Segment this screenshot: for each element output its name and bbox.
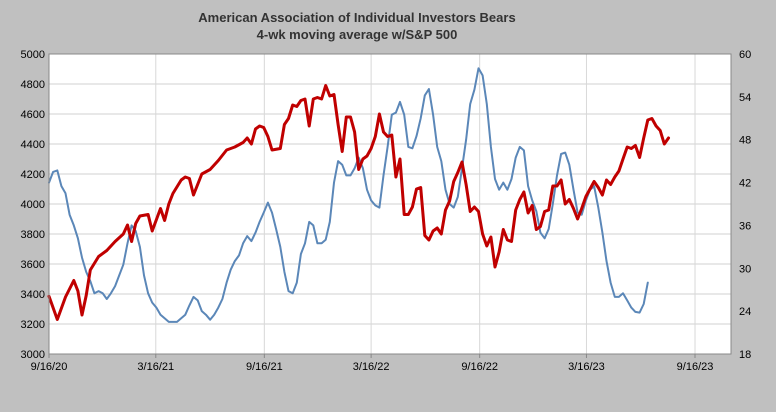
- y-left-tick-label: 4000: [21, 199, 45, 211]
- chart-subtitle: 4-wk moving average w/S&P 500: [257, 27, 458, 42]
- y-left-tick-label: 3200: [21, 319, 45, 331]
- x-tick-label: 9/16/23: [677, 361, 714, 373]
- chart-title: American Association of Individual Inves…: [198, 10, 515, 25]
- y-right-tick-label: 48: [739, 135, 751, 147]
- y-right-tick-label: 30: [739, 263, 751, 275]
- y-right-tick-label: 18: [739, 349, 751, 361]
- y-left-tick-label: 3000: [21, 349, 45, 361]
- y-right-tick-label: 54: [739, 92, 751, 104]
- x-tick-label: 3/16/23: [568, 361, 605, 373]
- y-right-tick-label: 36: [739, 220, 751, 232]
- y-left-tick-label: 3600: [21, 259, 45, 271]
- y-left-tick-label: 5000: [21, 49, 45, 61]
- left-axis: 3000 3200 3400 3600 3800 4000 4200 4400 4600 4800…: [21, 49, 45, 361]
- x-tick-label: 9/16/21: [246, 361, 283, 373]
- y-right-tick-label: 42: [739, 178, 751, 190]
- y-right-tick-label: 60: [739, 49, 751, 61]
- series-group: [47, 67, 670, 323]
- bears-series-line: [48, 67, 649, 323]
- sp500-series-line: [47, 84, 670, 321]
- y-left-tick-label: 3400: [21, 289, 45, 301]
- y-left-tick-label: 4200: [21, 169, 45, 181]
- x-tick-label: 3/16/22: [353, 361, 390, 373]
- x-tick-label: 9/16/20: [31, 361, 68, 373]
- plot-frame: [48, 53, 732, 355]
- y-left-tick-label: 4800: [21, 79, 45, 91]
- right-axis: 18 24 30 36 42 48 54 60: [739, 49, 751, 361]
- y-left-tick-label: 4600: [21, 109, 45, 121]
- x-tick-label: 3/16/21: [137, 361, 174, 373]
- y-right-tick-label: 24: [739, 306, 751, 318]
- x-axis: 9/16/20 3/16/21 9/16/21 3/16/22 9/16/22 3/16/…: [31, 354, 714, 373]
- x-tick-label: 9/16/22: [461, 361, 498, 373]
- y-left-tick-label: 4400: [21, 139, 45, 151]
- y-left-tick-label: 3800: [21, 229, 45, 241]
